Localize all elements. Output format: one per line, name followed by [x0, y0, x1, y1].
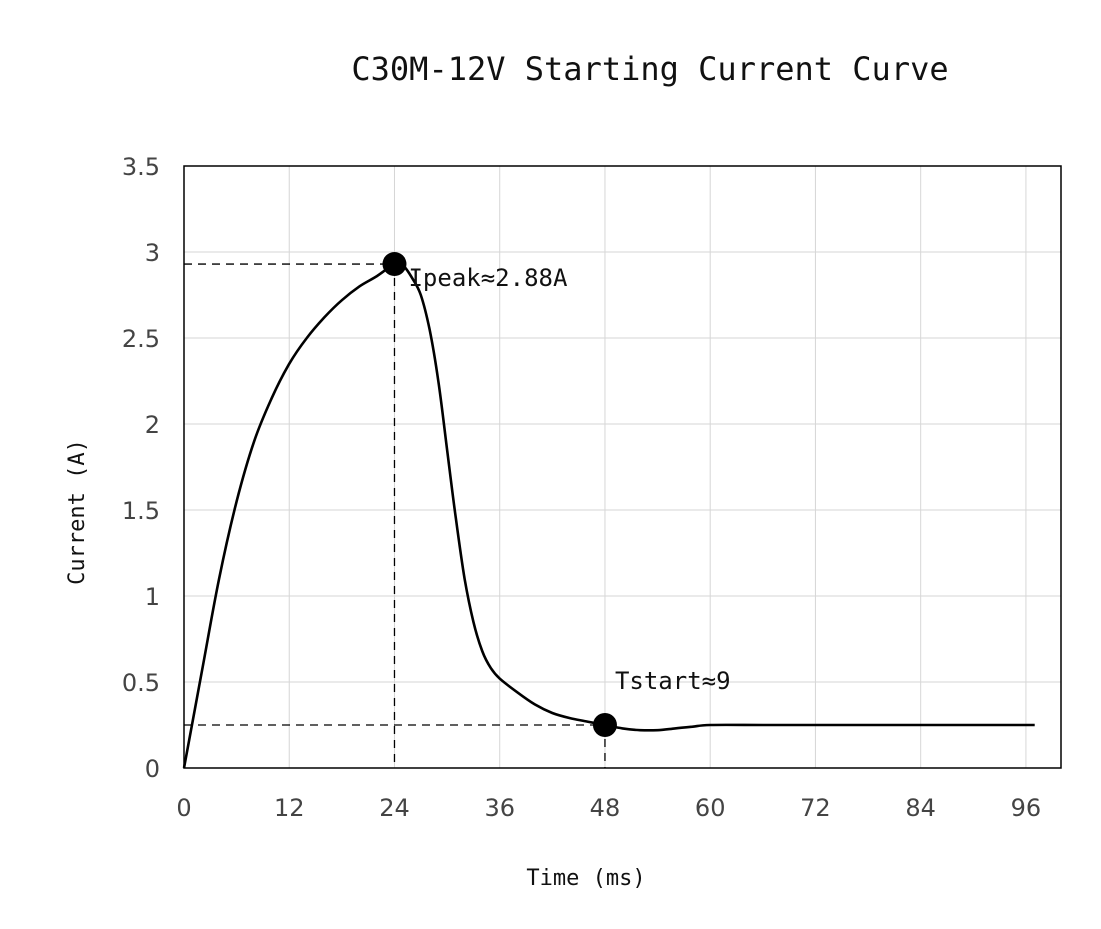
- y-tick-label: 2: [145, 411, 160, 439]
- grid: [183, 165, 1062, 769]
- marker-label: Tstart≈9: [615, 667, 731, 695]
- x-tick-label: 48: [590, 794, 621, 822]
- tick-labels: 0 12 24 36 48 60 72 84 96 0 0.5 1 1.5 2 2.5 3 3.5: [122, 153, 1041, 822]
- x-tick-label: 24: [379, 794, 410, 822]
- y-tick-label: 2.5: [122, 325, 160, 353]
- x-tick-label: 0: [176, 794, 191, 822]
- x-tick-label: 12: [274, 794, 305, 822]
- curve-layer: [182, 261, 1035, 769]
- marker-point: [592, 713, 617, 737]
- x-tick-label: 84: [905, 794, 936, 822]
- current-curve: [182, 261, 1035, 769]
- marker-label: Ipeak≈2.88A: [408, 264, 567, 292]
- y-tick-label: 3.5: [122, 153, 160, 181]
- y-tick-label: 1: [145, 583, 160, 611]
- marker-point: [382, 252, 407, 277]
- x-tick-label: 96: [1011, 794, 1042, 822]
- x-axis-title: Time (ms): [526, 866, 645, 891]
- plot-frame: [183, 165, 1062, 769]
- y-tick-label: 0.5: [122, 669, 160, 697]
- x-tick-label: 36: [484, 794, 515, 822]
- chart-title: C30M-12V Starting Current Curve: [351, 50, 948, 88]
- y-tick-label: 3: [145, 239, 160, 267]
- marker-layer: Ipeak≈2.88A Tstart≈9: [382, 252, 731, 737]
- x-tick-label: 60: [695, 794, 726, 822]
- y-tick-label: 1.5: [122, 497, 160, 525]
- y-axis-title: Current (A): [65, 439, 90, 585]
- x-tick-label: 72: [800, 794, 831, 822]
- y-tick-label: 0: [145, 755, 160, 783]
